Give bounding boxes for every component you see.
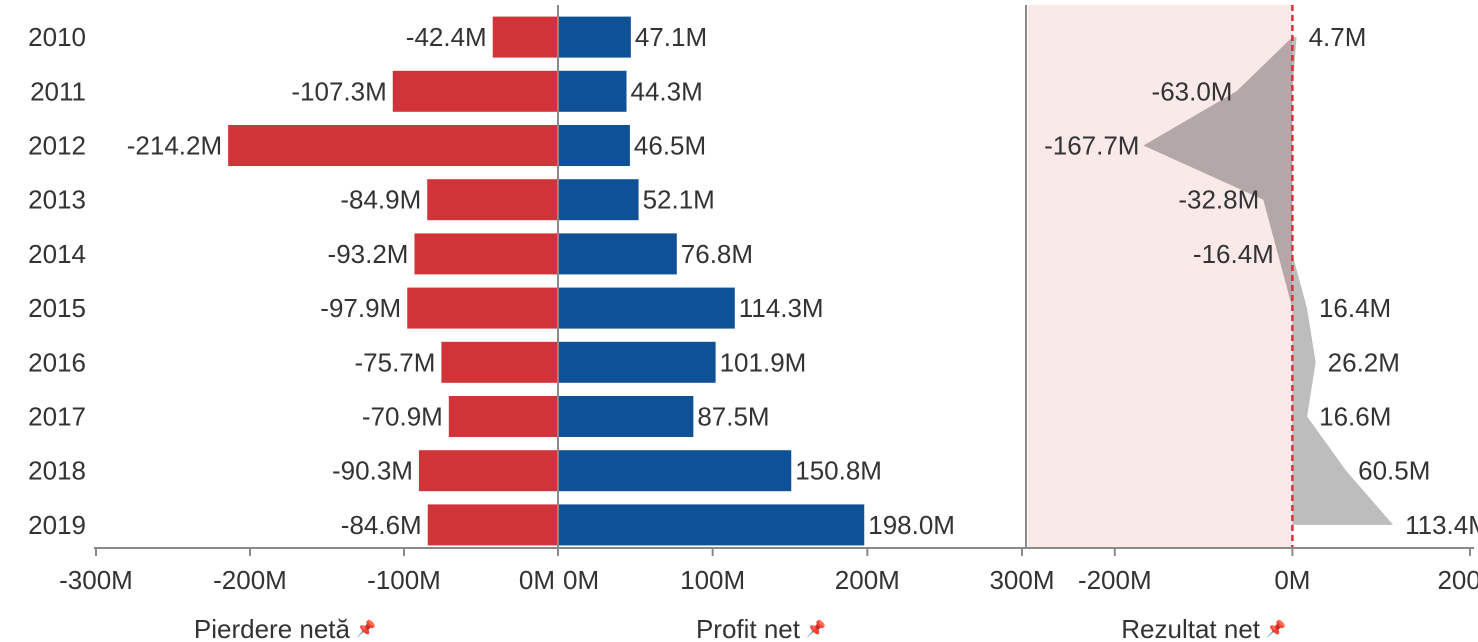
loss-bar [392,70,558,112]
x-tick-label: -300M [59,565,133,595]
category-label: 2011 [30,76,86,106]
profit-bar [558,341,716,383]
profit-data-label: 101.9M [720,347,807,377]
profit-data-label: 150.8M [795,456,882,486]
x-tick-label: 200M [1437,565,1478,595]
loss-bar [448,396,558,437]
profit-data-label: 76.8M [681,239,753,269]
category-label: 2013 [28,185,86,215]
loss-bar [418,450,558,492]
negative-area [1143,37,1293,525]
profit-bar [558,504,865,546]
net-result-label: 4.7M [1309,22,1367,52]
loss-bar [492,16,558,58]
net-result-label: -16.4M [1193,239,1274,269]
profit-bar [558,70,627,112]
net-result-label: 16.6M [1319,402,1391,432]
net-result-label: -167.7M [1044,131,1139,161]
positive-area [1292,37,1394,525]
category-label: 2014 [28,239,86,269]
loss-data-label: -93.2M [328,239,409,269]
x-axis-title: Profit net [696,614,801,642]
net-result-label: 113.4M [1405,510,1478,540]
x-tick-label: -200M [213,565,287,595]
profit-bar [558,125,630,166]
pin-icon: 📌 [356,619,376,638]
net-result-label: -63.0M [1152,76,1233,106]
loss-bar [407,287,558,329]
x-tick-label: 300M [989,565,1054,595]
x-tick-label: -100M [367,565,441,595]
profit-data-label: 47.1M [635,22,707,52]
loss-bar [427,504,558,546]
profit-bar [558,233,677,275]
category-label: 2019 [28,510,86,540]
loss-bar [427,179,558,221]
x-tick-label: 0M [519,565,555,595]
category-label: 2012 [28,131,86,161]
profit-data-label: 87.5M [697,402,769,432]
net-result-label: -32.8M [1178,185,1259,215]
loss-data-label: -75.7M [355,347,436,377]
net-result-label: 60.5M [1358,456,1430,486]
profit-data-label: 114.3M [739,293,824,323]
profit-bar [558,179,639,221]
loss-data-label: -97.9M [320,293,401,323]
loss-data-label: -90.3M [332,456,413,486]
loss-bar [414,233,558,275]
profit-data-label: 46.5M [634,131,706,161]
loss-data-label: -42.4M [406,22,487,52]
profit-data-label: 44.3M [631,76,703,106]
category-label: 2017 [28,402,86,432]
category-label: 2018 [28,456,86,486]
profit-data-label: 52.1M [643,185,715,215]
loss-bar [228,125,558,166]
x-tick-label: 0M [1274,565,1310,595]
loss-data-label: -107.3M [291,76,386,106]
loss-data-label: -84.6M [341,510,422,540]
loss-data-label: -84.9M [340,185,421,215]
net-result-label: 26.2M [1328,347,1400,377]
x-axis-title: Rezultat net [1121,614,1261,642]
x-axis-title: Pierdere netă [194,614,351,642]
net-result-label: 16.4M [1319,293,1391,323]
x-tick-label: 200M [835,565,900,595]
x-tick-label: -200M [1078,565,1152,595]
category-label: 2010 [28,22,86,52]
pin-icon: 📌 [1266,619,1286,638]
profit-bar [558,287,735,329]
x-tick-label: 100M [680,565,745,595]
profit-data-label: 198.0M [868,510,955,540]
profit-bar [558,16,631,58]
profit-bar [558,450,792,492]
pin-icon: 📌 [806,619,826,638]
category-label: 2016 [28,347,86,377]
profit-bar [558,396,694,437]
x-tick-label: 0M [563,565,599,595]
loss-data-label: -70.9M [362,402,443,432]
loss-bar [441,341,558,383]
category-label: 2015 [28,293,86,323]
loss-data-label: -214.2M [127,131,222,161]
